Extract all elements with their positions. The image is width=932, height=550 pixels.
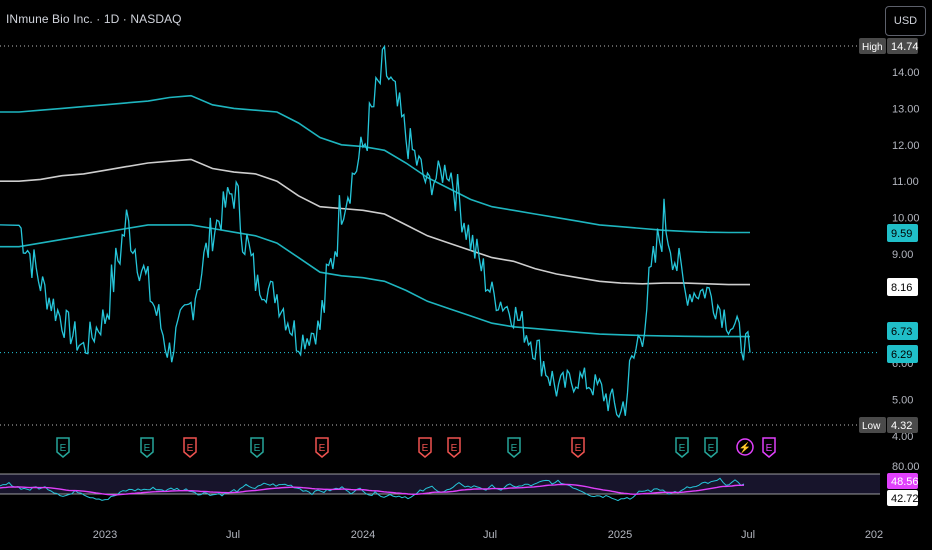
event-marker[interactable]: E [507, 437, 521, 458]
time-axis-label: Jul [226, 529, 240, 541]
price-tick-label: 14.00 [892, 67, 920, 79]
indicator-bands [0, 94, 750, 338]
event-marker[interactable]: ⚡ [736, 438, 754, 456]
event-label: E [60, 443, 67, 454]
earnings-icon [140, 437, 154, 458]
price-tick-label: 13.00 [892, 103, 920, 115]
time-axis-label: Jul [483, 529, 497, 541]
price-value-tag [887, 224, 918, 242]
event-label: ⚡ [739, 441, 751, 454]
low-tag-value-bg [887, 417, 918, 433]
event-label: E [254, 443, 261, 454]
price-tick-label: 10.00 [892, 213, 920, 225]
rsi-tag-text: 42.72 [891, 493, 919, 505]
price-tick-label: 11.00 [892, 176, 919, 188]
earnings-icon [762, 437, 776, 458]
earnings-icon [704, 437, 718, 458]
price-tick-label: 9.00 [892, 249, 913, 261]
price-line [0, 44, 751, 419]
earnings-icon [418, 437, 432, 458]
rsi-tick-label: 80.00 [892, 461, 920, 473]
event-marker[interactable]: E [704, 437, 718, 458]
rsi-ma-line [0, 483, 745, 496]
event-label: E [511, 443, 518, 454]
event-label: E [679, 443, 686, 454]
split-icon-circle [736, 438, 754, 456]
earnings-icon [675, 437, 689, 458]
rsi-tag [887, 490, 918, 506]
indicator-line-bollinger-upper [0, 94, 750, 234]
event-marker[interactable]: E [571, 437, 585, 458]
event-marker[interactable]: E [56, 437, 70, 458]
rsi-ma-tag-text: 48.56 [891, 476, 919, 488]
time-axis-label: 2023 [93, 529, 117, 541]
event-label: E [451, 443, 458, 454]
currency-button[interactable]: USD [885, 6, 926, 36]
symbol-title[interactable]: INmune Bio Inc. · 1D · NASDAQ [6, 12, 182, 26]
event-marker[interactable]: E [418, 437, 432, 458]
earnings-icon [183, 437, 197, 458]
price-tick-label: 5.00 [892, 395, 913, 407]
event-label: E [422, 443, 429, 454]
rsi-band [0, 474, 880, 494]
earnings-icon [571, 437, 585, 458]
rsi-ma-tag [887, 473, 918, 489]
event-label: E [575, 443, 582, 454]
event-marker[interactable]: E [447, 437, 461, 458]
event-label: E [766, 443, 773, 454]
earnings-icon [315, 437, 329, 458]
high-tag-value-bg [887, 38, 918, 54]
events-row: E E E E E E E E E E E ⚡ E [56, 437, 776, 458]
time-axis: 2023 Jul 2024 Jul 2025 Jul 202 [93, 529, 883, 541]
event-marker[interactable]: E [762, 437, 776, 458]
price-value-tag-text: 9.59 [891, 228, 912, 240]
indicator-line-moving-average [0, 158, 750, 286]
earnings-icon [250, 437, 264, 458]
event-label: E [187, 443, 194, 454]
rsi-pane [0, 473, 880, 502]
event-marker[interactable]: E [675, 437, 689, 458]
price-value-tag [887, 322, 918, 340]
earnings-icon [447, 437, 461, 458]
high-tag: High 14.74 [859, 38, 919, 54]
event-label: E [708, 443, 715, 454]
high-tag-value: 14.74 [891, 41, 919, 53]
event-label: E [319, 443, 326, 454]
price-tick-label: 4.00 [892, 431, 913, 443]
time-axis-label: 202 [865, 529, 883, 541]
event-marker[interactable]: E [140, 437, 154, 458]
price-layer [0, 44, 751, 419]
grid-layer [0, 45, 880, 426]
low-tag: Low 4.32 [859, 417, 918, 433]
price-value-tag-text: 6.29 [891, 349, 912, 361]
event-marker[interactable]: E [183, 437, 197, 458]
price-value-tag [887, 278, 918, 296]
indicator-line-bollinger-lower [0, 224, 750, 338]
event-marker[interactable]: E [315, 437, 329, 458]
event-marker[interactable]: E [250, 437, 264, 458]
low-tag-label: Low [862, 421, 881, 432]
price-value-tag-text: 8.16 [891, 282, 912, 294]
low-tag-label-bg [859, 417, 886, 433]
rsi-line [0, 477, 745, 502]
time-axis-label: 2025 [608, 529, 632, 541]
low-tag-value: 4.32 [891, 420, 912, 432]
price-tick-label: 12.00 [892, 140, 920, 152]
price-value-tag [887, 345, 918, 363]
earnings-icon [56, 437, 70, 458]
price-axis: 14.0013.0012.0011.0010.009.007.006.005.0… [859, 38, 920, 506]
time-axis-label: Jul [741, 529, 755, 541]
time-axis-label: 2024 [351, 529, 375, 541]
event-label: E [144, 443, 151, 454]
high-tag-label: High [862, 42, 883, 53]
earnings-icon [507, 437, 521, 458]
high-tag-label-bg [859, 38, 886, 54]
price-value-tag-text: 6.73 [891, 326, 912, 338]
